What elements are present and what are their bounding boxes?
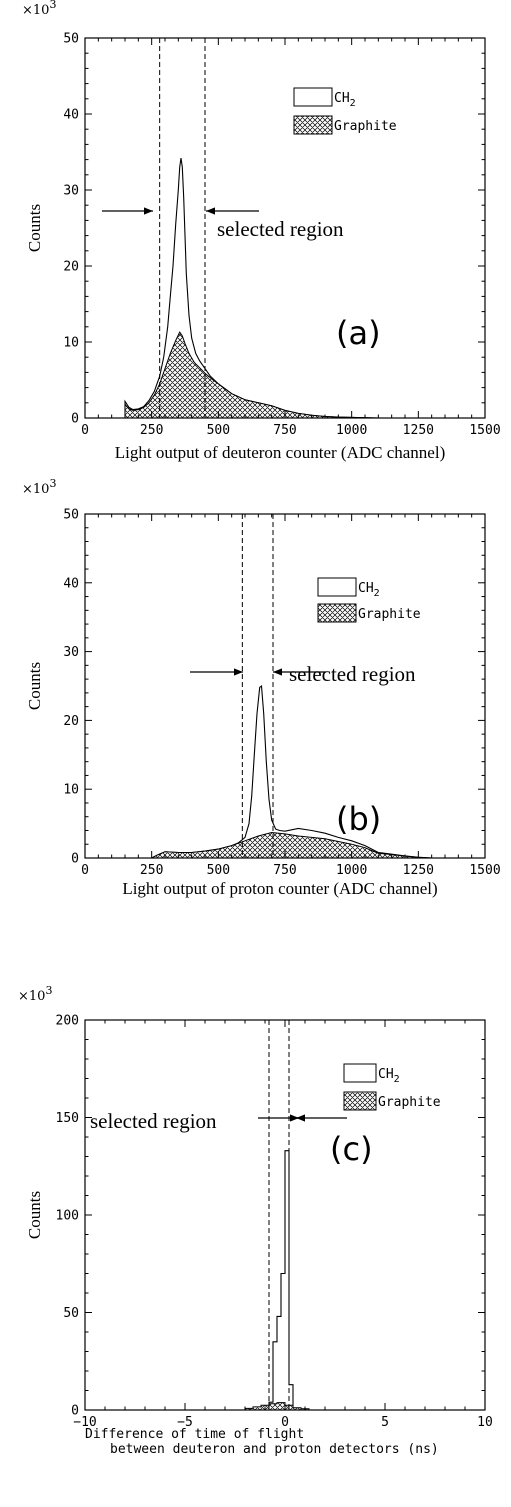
axes-frame bbox=[84, 513, 486, 859]
selected-region-annotation: selected region bbox=[289, 662, 416, 686]
panel-label: (b) bbox=[336, 800, 381, 838]
legend-label-ch2-subscript: 2 bbox=[374, 588, 380, 599]
y-tick-label: 150 bbox=[56, 1111, 79, 1126]
x-tick-label: 1500 bbox=[469, 423, 500, 438]
y-tick-label: 50 bbox=[63, 508, 79, 523]
y-tick-label: 50 bbox=[63, 1306, 79, 1321]
y-tick-label: 0 bbox=[71, 412, 79, 427]
y-tick-label: 0 bbox=[71, 852, 79, 867]
legend-label-ch2-base: CH bbox=[378, 1067, 394, 1082]
chart-panel-a: 0 250 500 750 1000 1250 1500 0 10 20 30 40 50 ×103 Cou… bbox=[22, 0, 501, 462]
legend-label-ch2-base: CH bbox=[334, 91, 350, 106]
y-tick-label: 30 bbox=[63, 645, 79, 660]
legend-swatch-graphite bbox=[343, 1091, 377, 1111]
legend-label-graphite: Graphite bbox=[378, 1095, 441, 1110]
x-tick-label: 500 bbox=[207, 423, 230, 438]
series-area-graphite bbox=[124, 331, 379, 419]
legend-label-ch2: CH2 bbox=[378, 1067, 400, 1085]
axis-multiplier-base: ×10 bbox=[18, 989, 45, 1004]
legend-swatch-graphite bbox=[317, 603, 357, 623]
y-tick-label: 10 bbox=[63, 783, 79, 798]
axis-multiplier: ×103 bbox=[22, 0, 56, 18]
legend-label-ch2-subscript: 2 bbox=[394, 1074, 400, 1085]
x-tick-label: 0 bbox=[281, 1415, 289, 1430]
series-line-ch2 bbox=[245, 1150, 306, 1411]
selected-region-annotation: selected region bbox=[90, 1109, 217, 1133]
x-tick-label: 500 bbox=[207, 863, 230, 878]
x-tick-label: 1000 bbox=[336, 423, 367, 438]
axis-multiplier-base: ×10 bbox=[22, 3, 49, 18]
panel-label: (a) bbox=[336, 314, 381, 352]
y-axis-label: Counts bbox=[25, 662, 44, 710]
x-tick-label: 1000 bbox=[336, 863, 367, 878]
y-tick-label: 30 bbox=[63, 184, 79, 199]
y-tick-label: 50 bbox=[63, 32, 79, 47]
axis-multiplier-exponent: 3 bbox=[45, 984, 52, 997]
y-tick-label: 20 bbox=[63, 714, 79, 729]
legend: CH2 Graphite bbox=[293, 87, 397, 135]
axis-multiplier: ×103 bbox=[18, 984, 52, 1004]
chart-panel-b: 0 250 500 750 1000 1250 1500 0 10 20 30 40 50 ×103 Cou… bbox=[22, 477, 501, 898]
legend: CH2 Graphite bbox=[343, 1063, 441, 1111]
y-tick-label: 20 bbox=[63, 260, 79, 275]
x-axis-label: Light output of deuteron counter (ADC ch… bbox=[115, 443, 445, 462]
panel-label: (c) bbox=[330, 1130, 373, 1168]
y-tick-label: 200 bbox=[56, 1014, 79, 1029]
x-tick-label: 10 bbox=[477, 1415, 493, 1430]
legend-label-graphite: Graphite bbox=[334, 119, 397, 134]
x-tick-label: 750 bbox=[273, 863, 296, 878]
legend: CH2 Graphite bbox=[317, 577, 421, 623]
series-area-graphite bbox=[237, 1402, 310, 1411]
x-tick-label: 1500 bbox=[469, 863, 500, 878]
x-tick-label: 250 bbox=[140, 863, 163, 878]
legend-label-ch2-subscript: 2 bbox=[350, 98, 356, 109]
legend-label-ch2-base: CH bbox=[358, 581, 374, 596]
axis-multiplier-exponent: 3 bbox=[49, 477, 56, 490]
x-tick-label: 250 bbox=[140, 423, 163, 438]
legend-label-ch2: CH2 bbox=[334, 91, 356, 109]
y-tick-label: 40 bbox=[63, 576, 79, 591]
y-axis-label: Counts bbox=[25, 204, 44, 252]
legend-swatch-ch2 bbox=[343, 1063, 377, 1083]
axis-multiplier-base: ×10 bbox=[22, 482, 49, 497]
axis-multiplier-exponent: 3 bbox=[49, 0, 56, 11]
x-tick-label: −10 bbox=[73, 1415, 96, 1430]
selected-region-annotation: selected region bbox=[217, 217, 344, 241]
chart-panel-c: −10 −5 0 5 10050100150200×103CountsDifferenc… bbox=[18, 984, 493, 1457]
y-tick-label: 0 bbox=[71, 1404, 79, 1419]
x-axis-label: Light output of proton counter (ADC chan… bbox=[122, 879, 437, 898]
y-axis-label: Counts bbox=[25, 1191, 44, 1239]
x-tick-label: −5 bbox=[177, 1415, 193, 1430]
y-tick-label: 40 bbox=[63, 108, 79, 123]
x-tick-label: 0 bbox=[81, 863, 89, 878]
series-line-ch2 bbox=[151, 684, 432, 859]
y-tick-label: 10 bbox=[63, 336, 79, 351]
x-tick-label: 0 bbox=[81, 423, 89, 438]
legend-label-ch2: CH2 bbox=[358, 581, 380, 599]
legend-swatch-graphite bbox=[293, 115, 333, 135]
series-area-graphite bbox=[151, 831, 432, 859]
x-tick-label: 5 bbox=[381, 1415, 389, 1430]
x-tick-label: 750 bbox=[273, 423, 296, 438]
legend-swatch-ch2 bbox=[317, 577, 357, 597]
legend-swatch-ch2 bbox=[293, 87, 333, 107]
x-axis-label: Difference of time of flight bbox=[85, 1427, 304, 1442]
x-axis-label-line2: between deuteron and proton detectors (n… bbox=[110, 1442, 439, 1457]
x-tick-label: 1250 bbox=[403, 863, 434, 878]
y-tick-label: 100 bbox=[56, 1209, 79, 1224]
legend-label-graphite: Graphite bbox=[358, 607, 421, 622]
axis-multiplier: ×103 bbox=[22, 477, 56, 497]
x-tick-label: 1250 bbox=[403, 423, 434, 438]
